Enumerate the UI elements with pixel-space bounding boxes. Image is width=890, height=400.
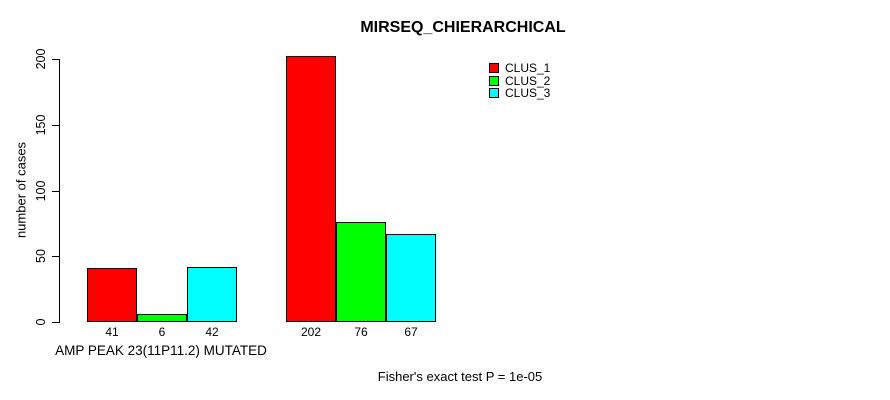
y-tick-mark (52, 190, 59, 192)
y-axis-label: number of cases (13, 141, 29, 239)
bar-clus_2-group1 (137, 314, 187, 322)
y-tick-mark (52, 124, 59, 126)
bar-clus_2-group2 (336, 222, 386, 322)
legend-item: CLUS_3 (489, 87, 550, 100)
chart-title: MIRSEQ_CHIERARCHICAL (360, 19, 566, 36)
y-tick-mark (52, 59, 59, 60)
bar-clus_1-group1 (87, 268, 137, 322)
bar-clus_3-group2 (386, 233, 436, 322)
legend-swatch-icon (489, 63, 499, 74)
y-tick-label: 200 (33, 48, 48, 70)
y-tick-label: 100 (33, 180, 48, 201)
y-tick-mark (52, 322, 59, 323)
y-tick-mark (52, 256, 59, 258)
footer-text: Fisher's exact test P = 1e-05 (377, 369, 543, 384)
legend-swatch-icon (489, 75, 499, 86)
bar-value-label: 67 (404, 325, 418, 339)
legend-item: CLUS_1 (489, 62, 550, 75)
bar-value-label: 6 (158, 325, 166, 339)
legend: CLUS_1 CLUS_2 CLUS_3 (489, 62, 550, 100)
y-tick-label: 50 (33, 249, 48, 264)
bar-clus_1-group2 (286, 56, 336, 322)
bar-clus_3-group1 (187, 266, 237, 322)
bar-value-label: 202 (300, 325, 322, 339)
bar-value-label: 41 (105, 325, 119, 339)
legend-swatch-icon (489, 88, 499, 99)
legend-label: CLUS_2 (505, 73, 551, 88)
y-tick-label: 150 (33, 114, 48, 136)
legend-label: CLUS_3 (505, 86, 551, 101)
bar-value-label: 42 (205, 325, 219, 339)
y-tick-label: 0 (33, 318, 48, 326)
legend-label: CLUS_1 (505, 61, 551, 76)
y-axis-line (59, 59, 60, 323)
legend-item: CLUS_2 (489, 75, 550, 88)
bar-value-label: 76 (354, 325, 368, 339)
x-axis-label: AMP PEAK 23(11P11.2) MUTATED (55, 343, 267, 358)
